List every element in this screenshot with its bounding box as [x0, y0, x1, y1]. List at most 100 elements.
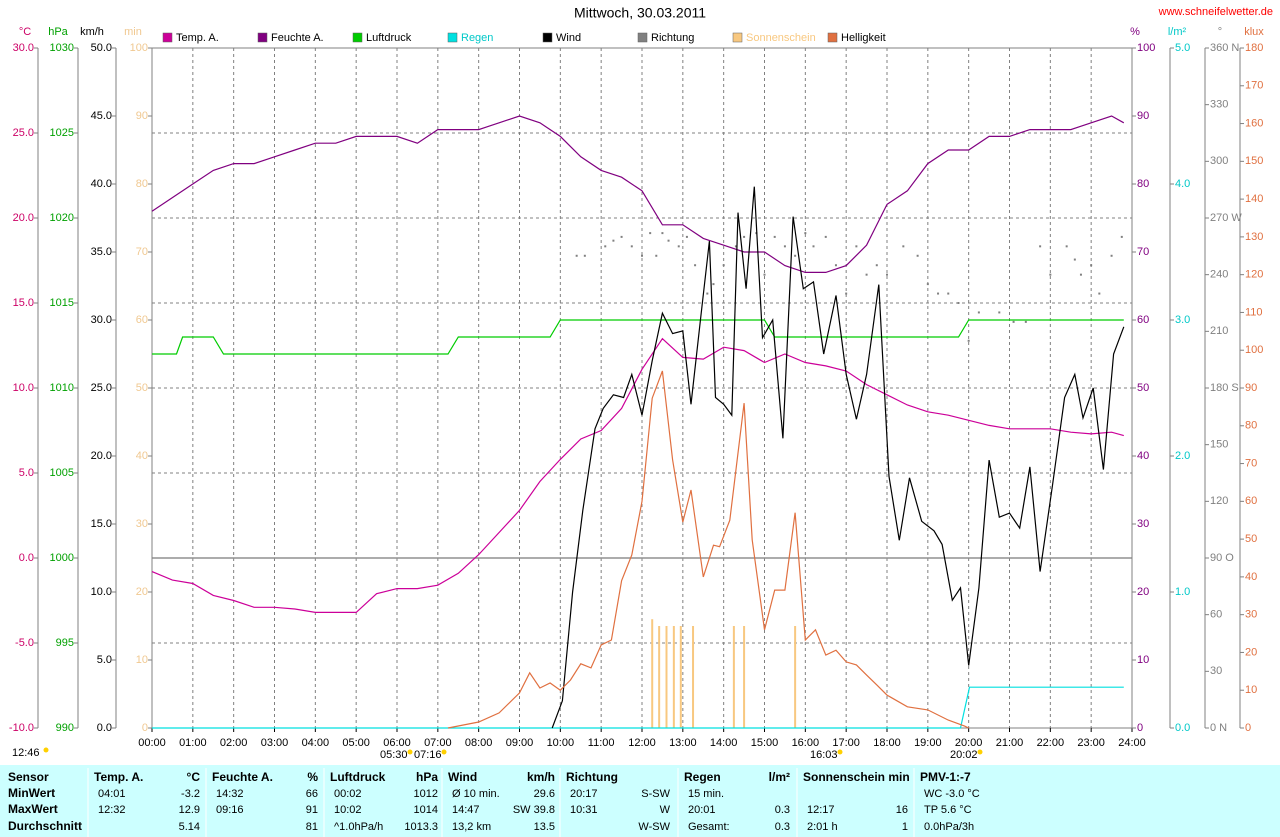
y-tick-label: 4.0 [1175, 178, 1190, 190]
y-tick-label: 30 [1137, 518, 1149, 530]
table-cell: S-SW [641, 788, 670, 800]
table-background [0, 765, 1280, 837]
y-tick-label: 50 [1137, 382, 1149, 394]
table-cell: 20:01 [688, 804, 716, 816]
y-tick-label: 30 [136, 518, 148, 530]
table-header: Wind [448, 770, 477, 784]
direction-dot [1098, 292, 1101, 295]
direction-dot [977, 311, 980, 314]
table-cell: SW 39.8 [513, 804, 555, 816]
axis-unit: % [1130, 26, 1140, 38]
direction-dot [916, 254, 919, 257]
direction-dot [886, 273, 888, 276]
table-cell: 1 [902, 821, 908, 833]
y-tick-label: 30 [1245, 609, 1257, 621]
legend-label: Luftdruck [366, 32, 412, 44]
y-tick-label: 0.0 [97, 722, 112, 734]
x-tick-label: 13:00 [669, 737, 697, 749]
y-tick-label: -10.0 [9, 722, 34, 734]
table-cell: 15 min. [688, 788, 724, 800]
y-tick-label: 60 [1245, 495, 1257, 507]
y-tick-label: 5.0 [19, 467, 34, 479]
y-tick-label: 120 [1245, 269, 1263, 281]
direction-dot [855, 245, 858, 248]
direction-dot [677, 245, 680, 248]
direction-dot [902, 245, 905, 248]
direction-dot [706, 292, 709, 295]
legend-label: Regen [461, 32, 493, 44]
x-tick-label: 24:00 [1118, 737, 1146, 749]
y-tick-label: 0 [1245, 722, 1251, 734]
table-cell: 1013.3 [404, 821, 438, 833]
y-tick-label: 240 [1210, 269, 1228, 281]
direction-dot [712, 283, 715, 286]
y-tick-label: 330 [1210, 99, 1228, 111]
y-tick-label: 10 [136, 654, 148, 666]
legend-swatch [352, 32, 363, 43]
direction-dot [783, 245, 786, 248]
y-tick-label: 10 [1137, 654, 1149, 666]
x-tick-label: 07:00 [424, 737, 452, 749]
y-tick-label: 0 [142, 722, 148, 734]
x-tick-label: 01:00 [179, 737, 207, 749]
legend-swatch [637, 32, 648, 43]
table-cell: TP 5.6 °C [924, 804, 972, 816]
table-cell: 13,2 km [452, 821, 491, 833]
y-tick-label: 25.0 [13, 127, 34, 139]
table-cell: Durchschnitt [8, 819, 82, 833]
y-tick-label: 0.0 [19, 552, 34, 564]
axis-unit: min [124, 26, 142, 38]
y-tick-label: 80 [1245, 420, 1257, 432]
legend-swatch [732, 32, 743, 43]
table-cell: W [660, 804, 671, 816]
direction-dot [667, 239, 670, 242]
y-tick-label: 35.0 [91, 246, 112, 258]
x-tick-label: 04:00 [302, 737, 330, 749]
direction-dot [1110, 254, 1113, 257]
y-tick-label: 180 S [1210, 382, 1239, 394]
x-tick-label: 10:00 [547, 737, 575, 749]
y-tick-label: 150 [1210, 439, 1228, 451]
series-line [151, 115, 1125, 273]
axis-unit: hPa [48, 26, 68, 38]
direction-dot [661, 232, 664, 235]
direction-dot [957, 302, 960, 304]
direction-dot [763, 273, 766, 276]
y-tick-label: 1015 [50, 297, 74, 309]
direction-dot [694, 264, 697, 267]
y-tick-label: 30.0 [91, 314, 112, 326]
source-url[interactable]: www.schneifelwetter.de [1158, 6, 1273, 18]
legend-label: Sonnenschein [746, 32, 816, 44]
y-tick-label: 60 [1210, 609, 1222, 621]
sun-marker [43, 747, 49, 753]
x-tick-label: 06:00 [383, 737, 411, 749]
x-tick-label: 09:00 [506, 737, 534, 749]
sun-marker [977, 749, 983, 755]
legend-swatch [827, 32, 838, 43]
direction-dot [1039, 245, 1042, 248]
legend-label: Feuchte A. [271, 32, 324, 44]
x-tick-label: 11:00 [588, 737, 615, 749]
legend-label: Wind [556, 32, 581, 44]
x-tick-label: 12:00 [628, 737, 656, 749]
legend-swatch [162, 32, 173, 43]
x-tick-label: 02:00 [220, 737, 248, 749]
y-tick-label: 270 W [1210, 212, 1242, 224]
table-cell: 14:32 [216, 788, 244, 800]
table-cell: 16 [896, 804, 908, 816]
y-tick-label: 0 N [1210, 722, 1227, 734]
table-cell: 2:01 h [807, 821, 838, 833]
table-header: Sonnenschein min [803, 770, 910, 784]
y-tick-label: 40 [1137, 450, 1149, 462]
y-tick-label: 2.0 [1175, 450, 1190, 462]
y-tick-label: 990 [56, 722, 74, 734]
y-tick-label: 1030 [50, 42, 74, 54]
x-tick-label: 16:00 [792, 737, 820, 749]
y-tick-label: 30.0 [13, 42, 34, 54]
y-tick-label: 130 [1245, 231, 1263, 243]
axis-unit: °C [19, 26, 31, 38]
y-tick-label: 25.0 [91, 382, 112, 394]
y-tick-label: 170 [1245, 80, 1263, 92]
x-tick-label: 22:00 [1037, 737, 1065, 749]
